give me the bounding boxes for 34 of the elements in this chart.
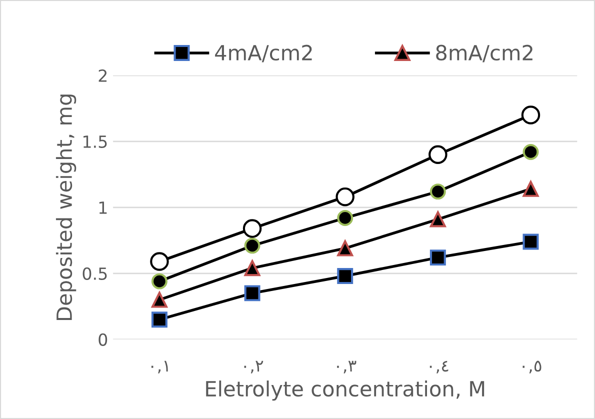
- x-tick-label: ٠,٢: [244, 360, 264, 374]
- point: [336, 187, 354, 206]
- point: [428, 145, 448, 164]
- point: [337, 268, 354, 284]
- point: [150, 252, 169, 271]
- point: [244, 260, 260, 276]
- point: [242, 219, 262, 238]
- x-tick-label: ٠,٥: [522, 360, 542, 374]
- point: [522, 234, 539, 250]
- point: [151, 292, 168, 308]
- x-axis-title: Eletrolyte concentration, M: [206, 380, 484, 401]
- x-tick-label: ٠,٤: [430, 360, 448, 374]
- point: [337, 240, 354, 256]
- y-tick-label: 0.5: [82, 267, 107, 280]
- x-tick-label: ٠,٣: [337, 360, 356, 374]
- y-tick-label: 0: [98, 333, 108, 346]
- y-tick-label: 2: [98, 69, 107, 82]
- y-axis-title: Deposited weight, mg: [56, 94, 76, 320]
- point: [244, 285, 260, 302]
- point: [522, 144, 539, 160]
- legend-label: 8mA/cm2: [436, 44, 532, 62]
- point: [337, 210, 354, 226]
- legend-label: 4mA/cm2: [215, 44, 312, 62]
- point: [430, 184, 446, 200]
- point: [151, 312, 168, 328]
- point: [522, 180, 539, 197]
- point: [151, 273, 168, 290]
- x-tick-label: ٠,١: [151, 360, 168, 374]
- point: [430, 250, 446, 266]
- y-tick-label: 1.5: [84, 136, 107, 148]
- y-tick-label: 1: [99, 202, 107, 214]
- point: [521, 106, 540, 124]
- point: [430, 211, 446, 228]
- point: [244, 238, 260, 254]
